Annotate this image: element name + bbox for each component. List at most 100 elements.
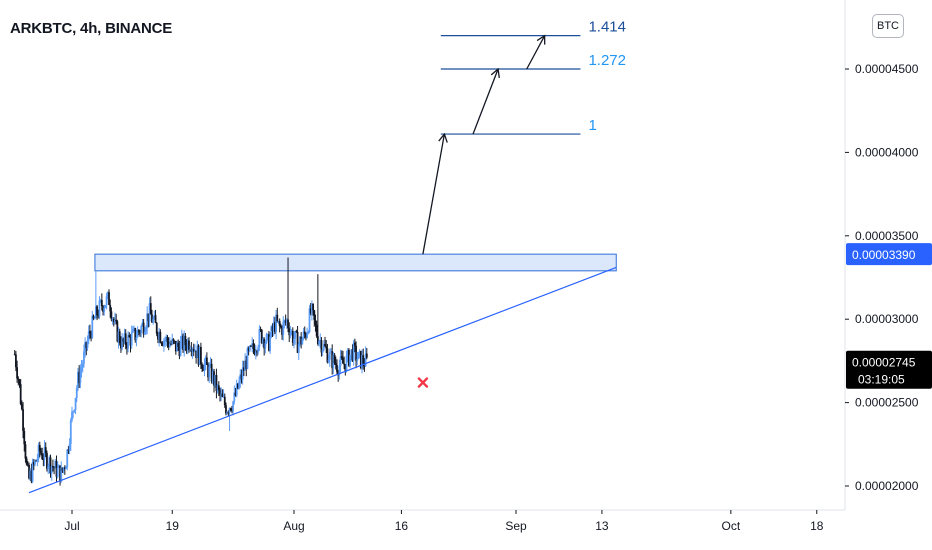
candle-body [210, 363, 213, 382]
candle-body [111, 318, 114, 320]
candle-body [232, 401, 235, 411]
candle-body [96, 306, 98, 316]
y-tick-label: 0.00004000 [855, 145, 919, 159]
candle-body [287, 319, 289, 329]
invalidation-x-marker [417, 377, 429, 388]
candle-body [194, 350, 196, 352]
candle-body [219, 389, 221, 396]
candle-body [214, 374, 217, 386]
candle-body [15, 354, 17, 368]
x-tick-label: 18 [810, 519, 824, 533]
candle-body [50, 466, 53, 474]
candle-body [42, 459, 45, 461]
y-tick-label: 0.00002500 [855, 396, 919, 410]
candle-body [361, 355, 363, 369]
candle-body [93, 318, 96, 320]
candle-body [126, 345, 128, 349]
candle-body [17, 378, 20, 380]
candle-body [75, 387, 78, 398]
candle-body [229, 408, 232, 411]
projection-arrow [472, 68, 499, 135]
candle-body [26, 464, 29, 466]
candle-body [60, 467, 63, 482]
candle-body [127, 335, 129, 349]
candle-body [301, 338, 304, 345]
candle-body [109, 304, 112, 312]
candle-body [308, 308, 311, 333]
resistance-zone [94, 253, 617, 272]
candle-body [330, 351, 332, 353]
candle-body [90, 333, 92, 338]
y-tick-label: 0.00004500 [855, 62, 919, 76]
projection-arrowhead [536, 34, 546, 45]
candle-body [29, 470, 32, 479]
candle-body [314, 320, 317, 325]
candle-body [152, 318, 155, 323]
candle-body [353, 342, 356, 346]
candle-body [24, 444, 27, 459]
candle-body [336, 364, 338, 372]
candle-body [72, 411, 75, 413]
projection-arrow [526, 35, 546, 70]
candle-body [89, 331, 91, 334]
candle-body [250, 345, 252, 347]
candle-body [200, 346, 202, 365]
candle-body [338, 365, 341, 376]
candle-body [325, 346, 328, 349]
candle-body [216, 385, 219, 391]
candle-body [197, 345, 200, 365]
candle-body [155, 323, 158, 334]
candle-body [359, 350, 362, 369]
candle-body [87, 331, 90, 341]
candle-body [262, 338, 264, 343]
candle-body [327, 359, 330, 363]
candle-body [248, 345, 251, 351]
candle-body [300, 336, 303, 345]
candle-body [355, 345, 357, 361]
candle-body [106, 292, 109, 297]
candle-body [136, 330, 139, 338]
candle-body [108, 292, 110, 305]
candle-body [61, 467, 64, 471]
candle-body [296, 331, 299, 353]
candle-body [312, 304, 314, 311]
candle-body [208, 366, 211, 378]
candle-body [49, 457, 52, 474]
candle-body [98, 300, 101, 317]
candle-body [62, 467, 65, 471]
candle-body [59, 465, 61, 482]
candle-body [220, 393, 223, 396]
candle-body [346, 349, 349, 356]
candle-body [19, 384, 22, 405]
candle-body [334, 363, 337, 365]
x-tick-label: 13 [595, 519, 609, 533]
candle-body [34, 460, 36, 465]
currency-badge[interactable]: BTC [872, 14, 904, 38]
candle-body [339, 356, 342, 366]
candle-body [205, 357, 208, 365]
candle-body [311, 304, 313, 314]
candle-body [315, 324, 318, 337]
candle-body [244, 360, 246, 371]
candle-body [118, 331, 121, 344]
y-tick-label: 0.00003500 [855, 229, 919, 243]
candle-body [37, 444, 40, 459]
price-label-box [846, 243, 932, 266]
candle-body [294, 331, 297, 339]
candle-body [65, 467, 67, 469]
candle-body [74, 397, 77, 410]
candle-body [198, 346, 201, 365]
candle-body [171, 338, 174, 344]
candle-body [276, 314, 279, 322]
candle-body [16, 367, 18, 379]
candle-body [184, 335, 187, 346]
candle-body [122, 338, 125, 342]
candle-body [165, 336, 168, 341]
chart-title: ARKBTC, 4h, BINANCE [10, 20, 173, 37]
fib-level-label: 1 [588, 117, 596, 134]
candle-body [148, 303, 151, 322]
candle-body [237, 383, 239, 389]
candle-body [142, 322, 145, 335]
candle-body [46, 452, 48, 469]
candle-body [32, 462, 35, 465]
